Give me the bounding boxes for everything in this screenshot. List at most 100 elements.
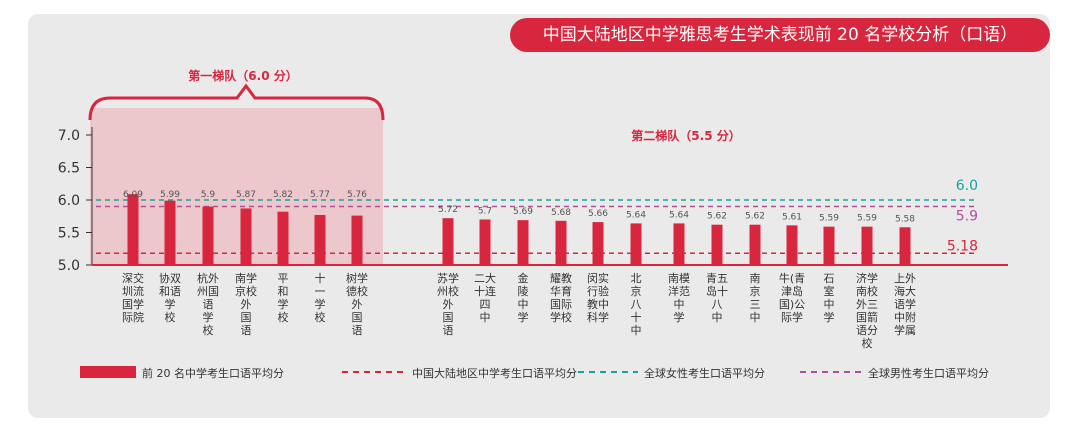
- x-tick-label: 闵实: [587, 271, 609, 285]
- x-tick-label: 语: [203, 298, 214, 311]
- x-tick-label: 国际: [550, 298, 572, 311]
- x-tick-label: 学: [278, 297, 289, 311]
- x-tick-label: 树学: [346, 271, 368, 285]
- x-tick-label: 八: [631, 298, 642, 311]
- reference-line-label: 5.9: [956, 209, 978, 225]
- x-tick-label: 国学: [122, 297, 144, 311]
- y-tick-label: 7.0: [58, 128, 80, 144]
- x-tick-label: 中: [750, 311, 761, 324]
- reference-line-label: 5.18: [947, 238, 978, 254]
- x-tick-label: 学: [203, 310, 214, 324]
- data-label: 5.77: [310, 190, 330, 200]
- data-label: 5.76: [347, 190, 367, 200]
- x-tick-label: 杭外: [197, 271, 219, 285]
- x-tick-label: 州校: [437, 284, 459, 298]
- x-tick-label: 学: [315, 297, 326, 311]
- bar: [517, 220, 529, 265]
- bar: [630, 223, 642, 265]
- x-tick-label: 校: [862, 336, 873, 350]
- x-tick-label: 外: [443, 298, 454, 311]
- x-tick-label: 北: [631, 272, 642, 285]
- data-label: 5.64: [669, 210, 689, 220]
- x-tick-label: 上外: [894, 272, 916, 285]
- data-label: 5.66: [588, 209, 608, 219]
- x-tick-label: 际学: [781, 310, 803, 324]
- x-tick-label: 牛(青: [779, 271, 805, 285]
- x-tick-label: 州国: [197, 285, 219, 298]
- x-tick-label: 石: [824, 272, 835, 285]
- bar: [861, 226, 873, 265]
- x-tick-label: 海大: [894, 284, 916, 298]
- x-tick-label: 语: [241, 324, 252, 337]
- x-tick-label: 国: [241, 311, 252, 324]
- data-label: 5.72: [438, 205, 458, 215]
- x-tick-label: 室: [824, 284, 835, 298]
- data-label: 5.68: [551, 208, 571, 218]
- x-tick-label: 国: [352, 311, 363, 324]
- legend-label: 中国大陆地区中学考生口语平均分: [412, 366, 577, 380]
- bar: [351, 215, 363, 265]
- tier1-label: 第一梯队（6.0 分）: [188, 68, 297, 83]
- x-tick-label: 南学: [235, 271, 257, 285]
- x-tick-label: 十连: [474, 284, 496, 298]
- data-label: 5.59: [857, 214, 877, 224]
- x-tick-label: 教中: [587, 298, 609, 311]
- x-tick-label: 耀教: [550, 272, 572, 285]
- bar: [673, 223, 685, 265]
- x-tick-label: 学: [824, 310, 835, 324]
- data-label: 5.69: [513, 207, 533, 217]
- x-tick-label: 青五: [706, 272, 728, 285]
- x-tick-label: 外三: [856, 298, 878, 311]
- bar: [899, 227, 911, 265]
- x-tick-label: 圳流: [122, 284, 144, 298]
- y-tick-label: 5.5: [58, 226, 80, 242]
- x-tick-label: 语: [443, 324, 454, 337]
- x-tick-label: 苏学: [437, 271, 459, 285]
- x-tick-label: 中: [824, 298, 835, 311]
- x-tick-label: 深交: [122, 271, 144, 285]
- data-label: 5.62: [707, 212, 727, 222]
- x-tick-label: 一: [315, 285, 326, 298]
- bar: [442, 218, 454, 265]
- x-tick-label: 金: [518, 271, 529, 285]
- x-tick-label: 岛十: [706, 284, 728, 298]
- x-tick-label: 学属: [894, 323, 916, 337]
- data-label: 5.82: [273, 190, 293, 200]
- x-tick-label: 中: [631, 324, 642, 337]
- legend-label: 前 20 名中学考生口语平均分: [142, 366, 284, 380]
- x-tick-label: 京: [750, 284, 761, 298]
- x-tick-label: 洋范: [668, 284, 690, 298]
- x-tick-label: 际院: [122, 310, 144, 324]
- x-tick-label: 学: [518, 310, 529, 324]
- x-tick-label: 中: [480, 311, 491, 324]
- bar: [127, 194, 139, 265]
- x-tick-label: 行验: [587, 284, 609, 298]
- legend-swatch: [80, 366, 136, 378]
- data-label: 5.7: [478, 207, 492, 217]
- x-tick-label: 语: [352, 324, 363, 337]
- reference-line-label: 6.0: [956, 178, 978, 194]
- data-label: 6.09: [123, 190, 143, 200]
- bar: [592, 222, 604, 265]
- x-tick-label: 京校: [235, 284, 257, 298]
- x-tick-label: 中: [674, 298, 685, 311]
- x-tick-label: 中: [712, 311, 723, 324]
- x-tick-label: 津岛: [781, 284, 803, 298]
- x-tick-label: 十: [315, 271, 326, 285]
- data-label: 5.61: [782, 212, 802, 222]
- x-tick-label: 南模: [668, 272, 690, 285]
- data-label: 5.62: [745, 212, 765, 222]
- x-tick-label: 和: [278, 285, 289, 298]
- bar: [479, 219, 491, 265]
- x-tick-label: 校: [165, 310, 176, 324]
- bar: [277, 211, 289, 265]
- x-tick-label: 校: [315, 310, 326, 324]
- x-tick-label: 校: [278, 310, 289, 324]
- x-tick-label: 南: [750, 272, 761, 285]
- x-tick-label: 学: [674, 310, 685, 324]
- legend-label: 全球女性考生口语平均分: [644, 366, 765, 380]
- bar: [823, 226, 835, 265]
- x-tick-label: 国箭: [856, 310, 878, 324]
- x-tick-label: 平: [278, 272, 289, 285]
- x-tick-label: 和语: [159, 285, 181, 298]
